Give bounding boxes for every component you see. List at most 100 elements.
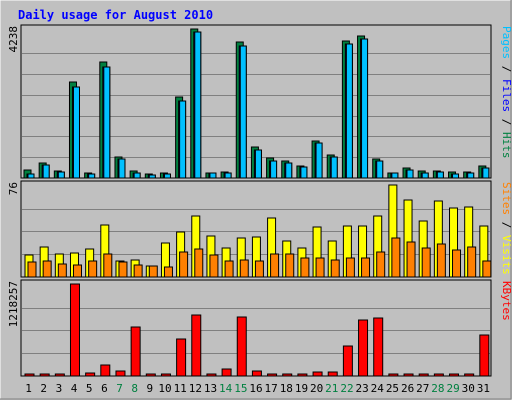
bar-kbytes-day-7 xyxy=(115,370,126,377)
bar-pages-day-28 xyxy=(436,171,444,179)
bar-kbytes-day-25 xyxy=(388,373,399,377)
bar-sites-day-31 xyxy=(482,260,492,278)
bar-pages-day-6 xyxy=(103,66,111,179)
bar-pages-day-15 xyxy=(239,45,247,179)
bar-sites-day-8 xyxy=(133,264,143,278)
bar-kbytes-day-15 xyxy=(236,316,247,377)
bar-sites-day-5 xyxy=(88,260,98,278)
bar-pages-day-7 xyxy=(118,158,126,179)
bar-sites-day-10 xyxy=(163,266,173,278)
bar-kbytes-day-6 xyxy=(100,364,111,377)
x-tick-label: 17 xyxy=(265,382,278,395)
bar-kbytes-day-16 xyxy=(251,370,262,377)
bar-sites-day-13 xyxy=(209,254,219,278)
bar-kbytes-day-17 xyxy=(267,373,278,377)
x-tick-label: 10 xyxy=(158,382,171,395)
bar-kbytes-day-24 xyxy=(373,317,384,377)
bar-pages-day-30 xyxy=(467,172,475,179)
x-tick-label: 1 xyxy=(25,382,32,395)
legend-entry: / xyxy=(500,59,512,79)
x-tick-label: 3 xyxy=(56,382,63,395)
bar-sites-day-23 xyxy=(361,257,371,278)
bar-sites-day-22 xyxy=(345,257,355,278)
x-tick-label: 27 xyxy=(416,382,429,395)
bar-sites-day-9 xyxy=(148,265,158,278)
panel-kbytes: 1218257 KBytes xyxy=(7,279,512,377)
bar-pages-day-3 xyxy=(57,171,65,179)
bar-kbytes-day-29 xyxy=(449,373,460,377)
bar-kbytes-day-31 xyxy=(479,334,490,377)
bar-sites-day-19 xyxy=(300,257,310,278)
bar-sites-day-29 xyxy=(452,249,462,278)
bar-kbytes-day-28 xyxy=(433,373,444,377)
bar-kbytes-day-19 xyxy=(297,373,308,377)
bar-sites-day-2 xyxy=(42,260,52,278)
bar-pages-day-10 xyxy=(163,173,171,179)
panel-legend: Pages / Files / Hits xyxy=(500,26,512,159)
bar-kbytes-day-13 xyxy=(206,373,217,377)
bar-kbytes-day-1 xyxy=(24,373,35,377)
bar-kbytes-day-8 xyxy=(130,326,141,377)
legend-entry: Pages xyxy=(500,26,512,59)
bar-kbytes-day-26 xyxy=(403,373,414,377)
panel-legend: KBytes xyxy=(500,281,512,321)
x-tick-label: 5 xyxy=(86,382,93,395)
bar-pages-day-11 xyxy=(179,100,187,179)
legend-entry: / xyxy=(500,215,512,235)
x-tick-label: 19 xyxy=(295,382,308,395)
x-tick-label: 9 xyxy=(147,382,154,395)
chart-panels: 4238 Pages / Files / Hits 76 Sites / Visits… xyxy=(7,24,512,377)
x-tick-label: 22 xyxy=(340,382,353,395)
bar-kbytes-day-9 xyxy=(145,373,156,377)
bar-sites-day-26 xyxy=(406,241,416,278)
bar-pages-day-1 xyxy=(27,173,35,179)
x-tick-label: 15 xyxy=(234,382,247,395)
x-axis-day-labels: 1 2 3 4 5 6 7 8 9 10 11 12 13 14 15 16 17 18 19 20 21 22 23 24 2… xyxy=(25,382,490,395)
x-tick-label: 13 xyxy=(204,382,217,395)
bar-kbytes-day-3 xyxy=(54,373,65,377)
x-tick-label: 2 xyxy=(40,382,47,395)
bar-kbytes-day-2 xyxy=(39,373,50,377)
bar-kbytes-day-18 xyxy=(282,373,293,377)
bar-pages-day-22 xyxy=(345,43,353,179)
bar-kbytes-day-14 xyxy=(221,368,232,377)
bar-sites-day-6 xyxy=(103,253,113,278)
bar-pages-day-31 xyxy=(482,167,490,179)
bar-kbytes-day-5 xyxy=(85,372,96,377)
bar-sites-day-4 xyxy=(72,264,82,278)
bar-kbytes-day-4 xyxy=(69,283,80,377)
x-tick-label: 23 xyxy=(356,382,369,395)
bar-kbytes-day-22 xyxy=(342,345,353,377)
x-tick-label: 28 xyxy=(431,382,444,395)
bar-sites-day-21 xyxy=(330,259,340,278)
x-tick-label: 16 xyxy=(249,382,262,395)
bar-kbytes-day-27 xyxy=(418,373,429,377)
bar-sites-day-7 xyxy=(118,261,128,278)
bar-pages-day-17 xyxy=(270,160,278,179)
chart-title: Daily usage for August 2010 xyxy=(18,8,213,22)
bar-pages-day-13 xyxy=(209,172,217,179)
bar-kbytes-day-20 xyxy=(312,371,323,377)
legend-entry: Files xyxy=(500,79,512,112)
bar-sites-day-28 xyxy=(436,243,446,278)
panel-legend: Sites / Visits xyxy=(500,182,512,275)
x-tick-label: 26 xyxy=(401,382,414,395)
bar-sites-day-12 xyxy=(194,248,204,278)
bar-pages-day-23 xyxy=(361,38,369,179)
bar-pages-day-25 xyxy=(391,172,399,179)
bar-pages-day-26 xyxy=(406,169,414,179)
x-tick-label: 8 xyxy=(131,382,138,395)
bar-sites-day-11 xyxy=(179,251,189,278)
bar-sites-day-1 xyxy=(27,261,37,278)
scale-max-label: 76 xyxy=(7,182,20,195)
bar-pages-day-29 xyxy=(452,173,460,179)
bar-sites-day-25 xyxy=(391,237,401,278)
bar-sites-day-20 xyxy=(315,257,325,278)
bar-sites-day-17 xyxy=(270,253,280,278)
legend-entry: / xyxy=(500,112,512,132)
x-tick-label: 14 xyxy=(219,382,233,395)
bar-kbytes-day-12 xyxy=(191,314,202,377)
bar-sites-day-15 xyxy=(239,259,249,278)
